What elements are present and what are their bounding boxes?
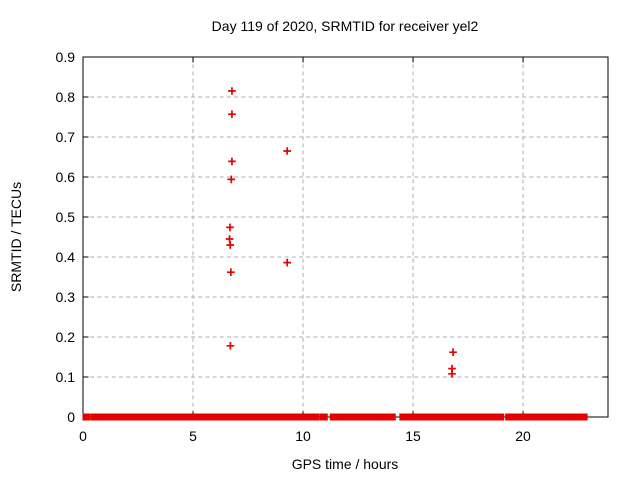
data-point-marker [228,110,236,118]
data-point-marker [283,147,291,155]
data-point-marker [227,268,235,276]
baseline-marker-run [305,413,320,421]
data-point-marker [228,87,236,95]
plot-frame [82,56,609,418]
baseline-marker-run [377,413,388,421]
y-tick-label: 0.4 [56,249,76,265]
baseline-marker-run [148,413,157,421]
x-tick-label: 20 [515,428,531,444]
baseline-marker-run [274,413,287,421]
data-point-marker [226,241,235,249]
x-tick-label: 10 [295,428,311,444]
y-axis-label: SRMTID / TECUs [8,182,24,292]
data-point-marker [226,342,235,350]
baseline-marker-run [158,413,167,421]
baseline-marker-run [131,413,145,421]
data-point-marker [226,223,234,232]
y-tick-label: 0.7 [56,129,76,145]
baseline-marker-run [258,413,277,421]
baseline-marker-run [189,413,198,421]
y-tick-label: 0.2 [56,329,76,345]
baseline-marker-run [515,413,548,421]
baseline-marker-run [122,413,136,421]
baseline-marker-run [90,413,118,421]
y-tick-label: 0 [67,409,75,425]
baseline-marker-run [211,413,221,421]
y-tick-label: 0.6 [56,169,76,185]
x-tick-label: 15 [405,428,421,444]
y-tick-label: 0.9 [56,49,76,65]
data-point-marker [283,258,291,267]
baseline-marker-run [115,413,126,421]
baseline-marker-run [195,413,204,421]
baseline-marker-run [399,413,411,421]
y-tick-label: 0.8 [56,89,76,105]
chart-title: Day 119 of 2020, SRMTID for receiver yel… [212,18,479,34]
y-tick-label: 0.5 [56,209,76,225]
baseline-marker-run [384,413,396,421]
y-tick-label: 0.3 [56,289,76,305]
baseline-marker-run [409,413,417,421]
baseline-marker-run [219,413,235,421]
baseline-marker-run [358,413,371,421]
baseline-marker-run [329,413,339,421]
baseline-marker-run [544,413,588,421]
baseline-marker-run [442,413,458,421]
baseline-marker-run [475,413,505,421]
baseline-marker-run [465,413,475,421]
y-tick-label: 0.1 [56,369,76,385]
x-tick-label: 0 [79,428,87,444]
baseline-marker-run [200,413,215,421]
data-point-marker [228,157,236,166]
baseline-marker-run [505,413,518,421]
data-point-marker [227,175,236,184]
baseline-marker-run [335,413,361,421]
x-tick-label: 5 [189,428,197,444]
baseline-marker-run [232,413,245,421]
baseline-marker-run [470,413,479,421]
baseline-marker-run [415,413,441,421]
baseline-marker-run [455,413,470,421]
x-axis-label: GPS time / hours [292,456,399,472]
data-point-marker [449,348,457,356]
baseline-marker-run [282,413,308,421]
chart-generated-layers: 0 5 10 15 20 0 0.1 0.2 0.3 0.4 0.5 0.6 0.7 0.8 0.9 [56,49,609,444]
baseline-marker-run [82,413,91,421]
baseline-marker-run [165,413,193,421]
baseline-marker-run [154,413,162,421]
baseline-marker-run [319,413,328,421]
baseline-marker-run [142,413,150,421]
data-point-marker [448,370,456,378]
baseline-marker-run [438,413,446,421]
baseline-marker-run [240,413,261,421]
baseline-marker-run [367,413,380,421]
